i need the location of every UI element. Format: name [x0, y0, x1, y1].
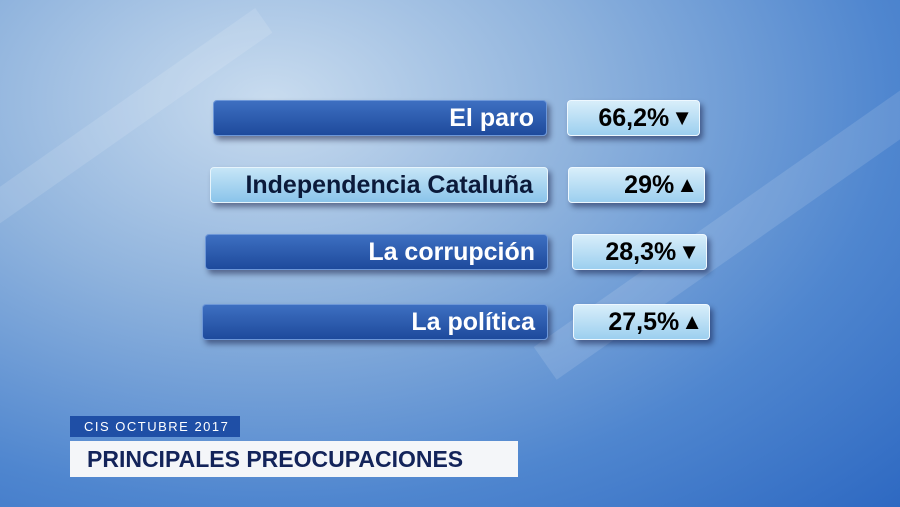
item-value-box: 28,3% ▼: [572, 234, 707, 270]
item-label: El paro: [213, 100, 547, 136]
source-tag: CIS OCTUBRE 2017: [70, 416, 240, 437]
item-value-box: 27,5% ▲: [573, 304, 710, 340]
trend-arrow: ▲: [676, 172, 698, 197]
trend-arrow: ▲: [681, 309, 703, 334]
item-value-box: 29% ▲: [568, 167, 705, 203]
item-value: 27,5%: [608, 307, 680, 336]
item-value: 29%: [624, 170, 675, 199]
trend-arrow: ▼: [671, 105, 693, 130]
item-value: 66,2%: [598, 103, 670, 132]
item-label: Independencia Cataluña: [210, 167, 548, 203]
item-value: 28,3%: [605, 237, 677, 266]
trend-arrow: ▼: [678, 239, 700, 264]
item-value-box: 66,2% ▼: [567, 100, 700, 136]
item-label: La política: [202, 304, 548, 340]
headline: PRINCIPALES PREOCUPACIONES: [70, 441, 518, 477]
item-label: La corrupción: [205, 234, 548, 270]
